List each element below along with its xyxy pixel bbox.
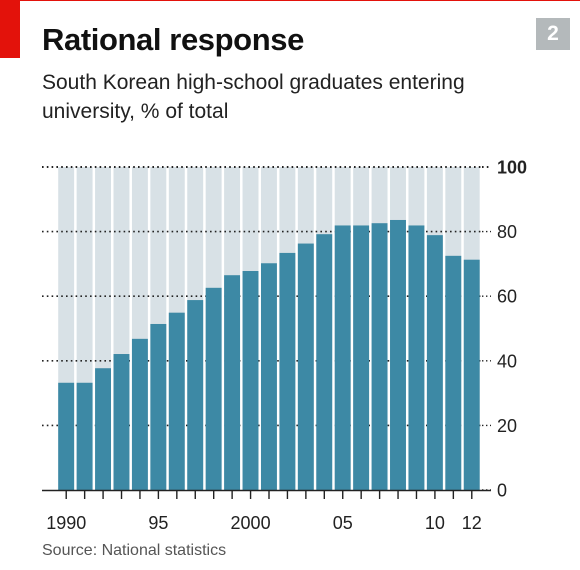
bar-1995 xyxy=(150,323,167,490)
bar-2009 xyxy=(408,225,425,490)
chart-number-badge: 2 xyxy=(536,18,570,50)
bar-2001 xyxy=(260,263,277,490)
y-tick-label-40: 40 xyxy=(497,351,517,371)
source-note: Source: National statistics xyxy=(42,542,227,559)
bar-2008 xyxy=(390,219,406,491)
y-tick-label-60: 60 xyxy=(497,287,517,307)
bar-1993 xyxy=(113,354,130,490)
bar-2006 xyxy=(353,225,370,490)
bar-1998 xyxy=(205,287,222,490)
bar-2011 xyxy=(445,255,462,490)
y-tick-label-100: 100 xyxy=(497,158,527,178)
bar-1997 xyxy=(187,300,204,490)
top-rule xyxy=(20,0,580,1)
bar-1990 xyxy=(58,382,75,490)
x-tick-label-1995: 95 xyxy=(148,513,168,533)
brand-tag xyxy=(0,0,20,58)
chart-subtitle: South Korean high-school graduates enter… xyxy=(42,71,465,123)
bar-2002 xyxy=(279,252,296,490)
bar-1991 xyxy=(76,382,93,490)
y-tick-label-20: 20 xyxy=(497,416,517,436)
bar-2003 xyxy=(297,243,314,490)
bar-2012 xyxy=(463,259,480,490)
bar-2000 xyxy=(242,271,259,490)
y-tick-label-80: 80 xyxy=(497,222,517,242)
chart-title: Rational response xyxy=(42,22,304,57)
bar-2004 xyxy=(316,234,333,490)
bar-2010 xyxy=(426,235,443,490)
x-tick-label-2005: 05 xyxy=(333,513,353,533)
bar-2005 xyxy=(334,225,351,490)
x-tick-label-2000: 2000 xyxy=(231,513,271,533)
x-tick-label-2012: 12 xyxy=(462,513,482,533)
bar-1994 xyxy=(131,338,148,490)
x-tick-label-2010: 10 xyxy=(425,513,445,533)
bar-2007 xyxy=(371,223,388,490)
bar-1996 xyxy=(168,312,185,490)
bar-1992 xyxy=(95,368,112,490)
x-tick-label-1990: 1990 xyxy=(46,513,86,533)
y-tick-label-0: 0 xyxy=(497,481,507,501)
bar-1999 xyxy=(224,275,241,490)
